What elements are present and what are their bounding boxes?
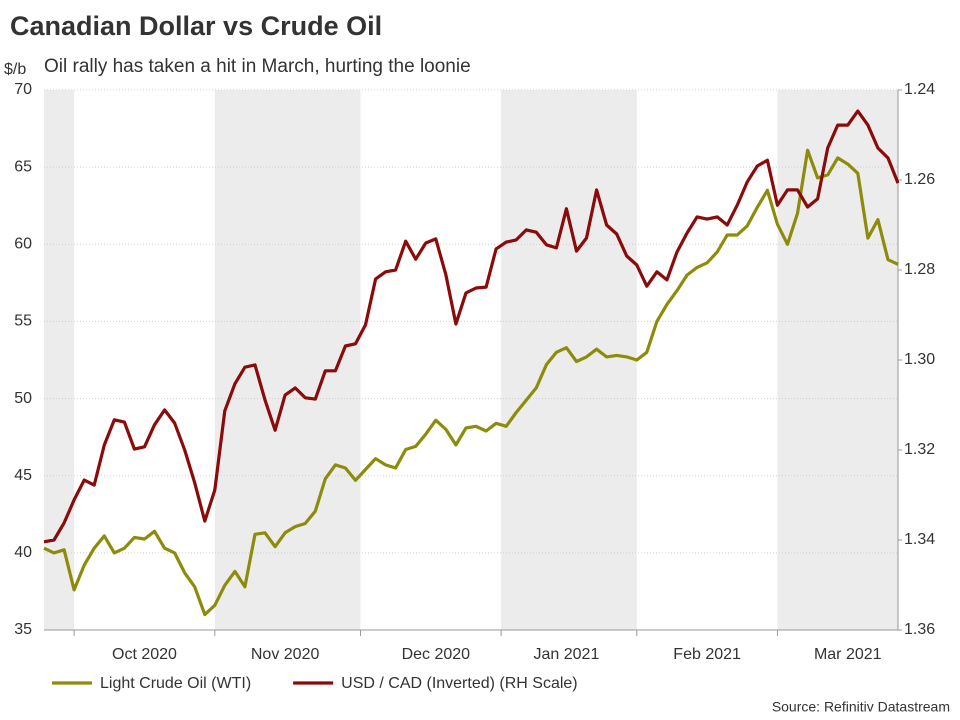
y-tick-label: 65 (14, 158, 32, 175)
y2-tick-label: 1.30 (904, 351, 935, 368)
y2-tick-label: 1.36 (904, 621, 935, 638)
y-tick-label: 55 (14, 313, 32, 330)
y2-tick-label: 1.26 (904, 171, 935, 188)
legend-label: USD / CAD (Inverted) (RH Scale) (341, 675, 578, 692)
y-tick-label: 40 (14, 544, 32, 561)
y2-tick-label: 1.28 (904, 261, 935, 278)
x-tick-label: Mar 2021 (814, 646, 882, 663)
series-line (43, 109, 900, 544)
x-tick-label: Nov 2020 (251, 646, 320, 663)
source-note: Source: Refinitiv Datastream (772, 699, 950, 715)
y-tick-label: 35 (14, 621, 32, 638)
y-tick-label: 50 (14, 390, 32, 407)
x-tick-label: Jan 2021 (534, 646, 600, 663)
y-tick-label: 60 (14, 236, 32, 253)
y-axis-label: $/b (4, 61, 26, 78)
x-tick-label: Dec 2020 (402, 646, 471, 663)
chart-title: Canadian Dollar vs Crude Oil (10, 11, 382, 41)
series-line (43, 148, 899, 617)
y2-tick-label: 1.32 (904, 441, 935, 458)
y2-tick-label: 1.34 (904, 531, 935, 548)
month-band (501, 90, 637, 630)
month-band (777, 90, 898, 630)
month-band (214, 90, 361, 630)
y-tick-label: 45 (14, 467, 32, 484)
x-tick-label: Oct 2020 (112, 646, 177, 663)
y-tick-label: 70 (14, 81, 32, 98)
x-tick-label: Feb 2021 (673, 646, 741, 663)
chart-subtitle: Oil rally has taken a hit in March, hurt… (44, 56, 471, 77)
legend-label: Light Crude Oil (WTI) (100, 675, 251, 692)
y2-tick-label: 1.24 (904, 81, 935, 98)
